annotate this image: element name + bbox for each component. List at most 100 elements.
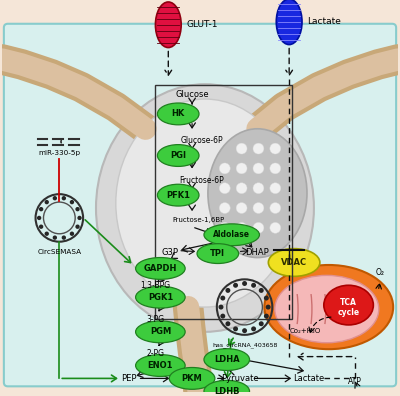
- Circle shape: [264, 314, 269, 318]
- Circle shape: [253, 223, 264, 233]
- Circle shape: [253, 163, 264, 174]
- Text: VDAC: VDAC: [281, 258, 307, 267]
- Text: Co₂+H₂O: Co₂+H₂O: [289, 328, 321, 334]
- Circle shape: [270, 223, 281, 233]
- Text: ATP: ATP: [348, 377, 362, 386]
- Text: CircSEMASA: CircSEMASA: [37, 249, 82, 255]
- Circle shape: [75, 225, 80, 229]
- Circle shape: [226, 288, 230, 293]
- Circle shape: [253, 183, 264, 194]
- Circle shape: [220, 314, 225, 318]
- Circle shape: [253, 203, 264, 213]
- Text: GAPDH: GAPDH: [144, 264, 177, 273]
- Circle shape: [242, 328, 247, 333]
- Circle shape: [75, 207, 80, 211]
- Circle shape: [270, 203, 281, 213]
- Text: LDHA: LDHA: [214, 355, 240, 364]
- Circle shape: [37, 216, 41, 220]
- Circle shape: [266, 305, 271, 310]
- Ellipse shape: [268, 249, 320, 276]
- Circle shape: [236, 163, 247, 174]
- Circle shape: [53, 236, 57, 240]
- Text: DHAP: DHAP: [246, 248, 269, 257]
- Circle shape: [253, 143, 264, 154]
- Text: 1,3-BPG: 1,3-BPG: [140, 281, 170, 290]
- Text: PEP: PEP: [121, 374, 136, 383]
- Text: ENO1: ENO1: [148, 361, 173, 370]
- Ellipse shape: [264, 265, 393, 349]
- Text: has_circRNA_403658: has_circRNA_403658: [212, 342, 277, 348]
- Circle shape: [70, 232, 74, 236]
- Ellipse shape: [204, 349, 250, 371]
- Ellipse shape: [197, 244, 239, 263]
- Circle shape: [236, 143, 247, 154]
- Text: PGK1: PGK1: [148, 293, 173, 302]
- Text: Lactate: Lactate: [293, 374, 324, 383]
- Text: Fructose-6P: Fructose-6P: [180, 176, 224, 185]
- Ellipse shape: [169, 367, 215, 389]
- Circle shape: [270, 183, 281, 194]
- Text: TCA: TCA: [340, 298, 357, 307]
- Ellipse shape: [136, 286, 185, 308]
- Text: PGI: PGI: [170, 151, 186, 160]
- Ellipse shape: [204, 224, 260, 246]
- Circle shape: [264, 295, 269, 301]
- Circle shape: [39, 207, 43, 211]
- Text: HK: HK: [172, 109, 185, 118]
- Ellipse shape: [324, 285, 373, 325]
- Circle shape: [251, 326, 256, 331]
- Circle shape: [233, 326, 238, 331]
- Text: O₂: O₂: [376, 268, 385, 277]
- Circle shape: [219, 223, 230, 233]
- Text: Pyruvate: Pyruvate: [221, 374, 258, 383]
- Ellipse shape: [116, 99, 294, 307]
- Circle shape: [219, 183, 230, 194]
- Circle shape: [77, 216, 82, 220]
- Circle shape: [233, 283, 238, 288]
- Circle shape: [236, 223, 247, 233]
- Circle shape: [259, 321, 264, 326]
- Text: GLUT-1: GLUT-1: [186, 20, 218, 29]
- Text: TPI: TPI: [210, 249, 225, 258]
- Text: PGM: PGM: [150, 327, 171, 336]
- Ellipse shape: [96, 84, 314, 332]
- Text: PKM: PKM: [182, 374, 202, 383]
- FancyBboxPatch shape: [4, 24, 396, 386]
- Circle shape: [270, 143, 281, 154]
- Text: cycle: cycle: [338, 308, 360, 316]
- Ellipse shape: [208, 129, 307, 257]
- Text: Glucose-6P: Glucose-6P: [181, 136, 223, 145]
- Text: Lactate: Lactate: [307, 17, 341, 26]
- Text: LDHB: LDHB: [214, 387, 240, 396]
- Text: Glucose: Glucose: [175, 89, 209, 99]
- Circle shape: [39, 225, 43, 229]
- Circle shape: [242, 281, 247, 286]
- Ellipse shape: [158, 184, 199, 206]
- Ellipse shape: [158, 145, 199, 166]
- Text: 2-PG: 2-PG: [146, 349, 164, 358]
- Ellipse shape: [136, 355, 185, 377]
- Circle shape: [219, 203, 230, 213]
- Text: G3P: G3P: [162, 248, 179, 257]
- Circle shape: [236, 203, 247, 213]
- Ellipse shape: [275, 275, 379, 343]
- Text: Fructose-1,6BP: Fructose-1,6BP: [172, 217, 224, 223]
- Ellipse shape: [158, 103, 199, 125]
- Circle shape: [219, 163, 230, 174]
- Circle shape: [44, 232, 49, 236]
- Ellipse shape: [156, 2, 181, 48]
- Text: Aldolase: Aldolase: [213, 230, 250, 239]
- Ellipse shape: [136, 257, 185, 279]
- Circle shape: [62, 196, 66, 200]
- Ellipse shape: [136, 321, 185, 343]
- Circle shape: [218, 305, 224, 310]
- Bar: [156, 85, 292, 319]
- Circle shape: [259, 288, 264, 293]
- Text: miR-330-5p: miR-330-5p: [38, 150, 80, 156]
- Circle shape: [270, 163, 281, 174]
- Text: 3-PG: 3-PG: [146, 316, 164, 324]
- Circle shape: [62, 236, 66, 240]
- Circle shape: [226, 321, 230, 326]
- Circle shape: [236, 183, 247, 194]
- Circle shape: [251, 283, 256, 288]
